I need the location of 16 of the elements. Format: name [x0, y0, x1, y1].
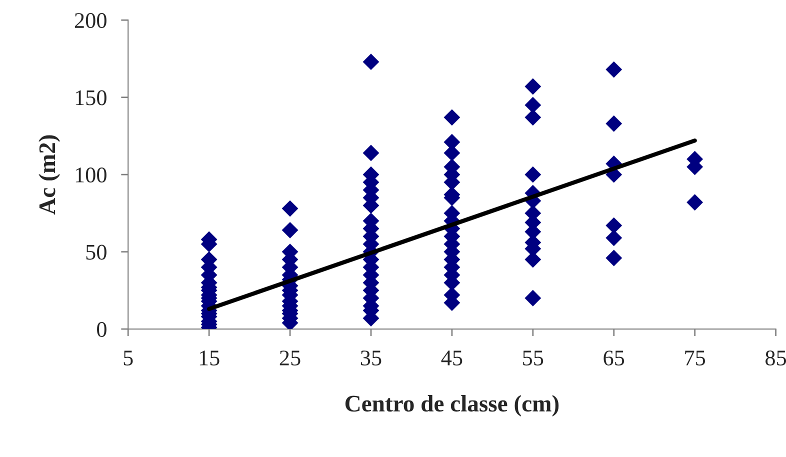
y-tick-label: 200 — [74, 13, 106, 28]
y-tick-label: 0 — [97, 322, 106, 337]
x-tick-label: 35 — [360, 350, 382, 366]
x-tick-label: 45 — [441, 350, 462, 366]
x-tick-label: 55 — [523, 350, 544, 366]
x-tick-label: 15 — [200, 350, 220, 366]
x-tick-label: 85 — [766, 350, 786, 366]
x-tick-label: 65 — [604, 350, 624, 366]
y-tick-label: 150 — [76, 90, 106, 106]
x-tick-label: 5 — [124, 350, 133, 366]
y-tick-label: 100 — [76, 168, 106, 183]
x-axis-title: Centro de classe (cm) — [345, 395, 559, 416]
y-axis-title: Ac (m2) — [38, 135, 60, 215]
y-tick-label: 50 — [86, 244, 106, 260]
x-tick-label: 75 — [685, 350, 706, 366]
x-tick-label: 25 — [280, 350, 300, 366]
